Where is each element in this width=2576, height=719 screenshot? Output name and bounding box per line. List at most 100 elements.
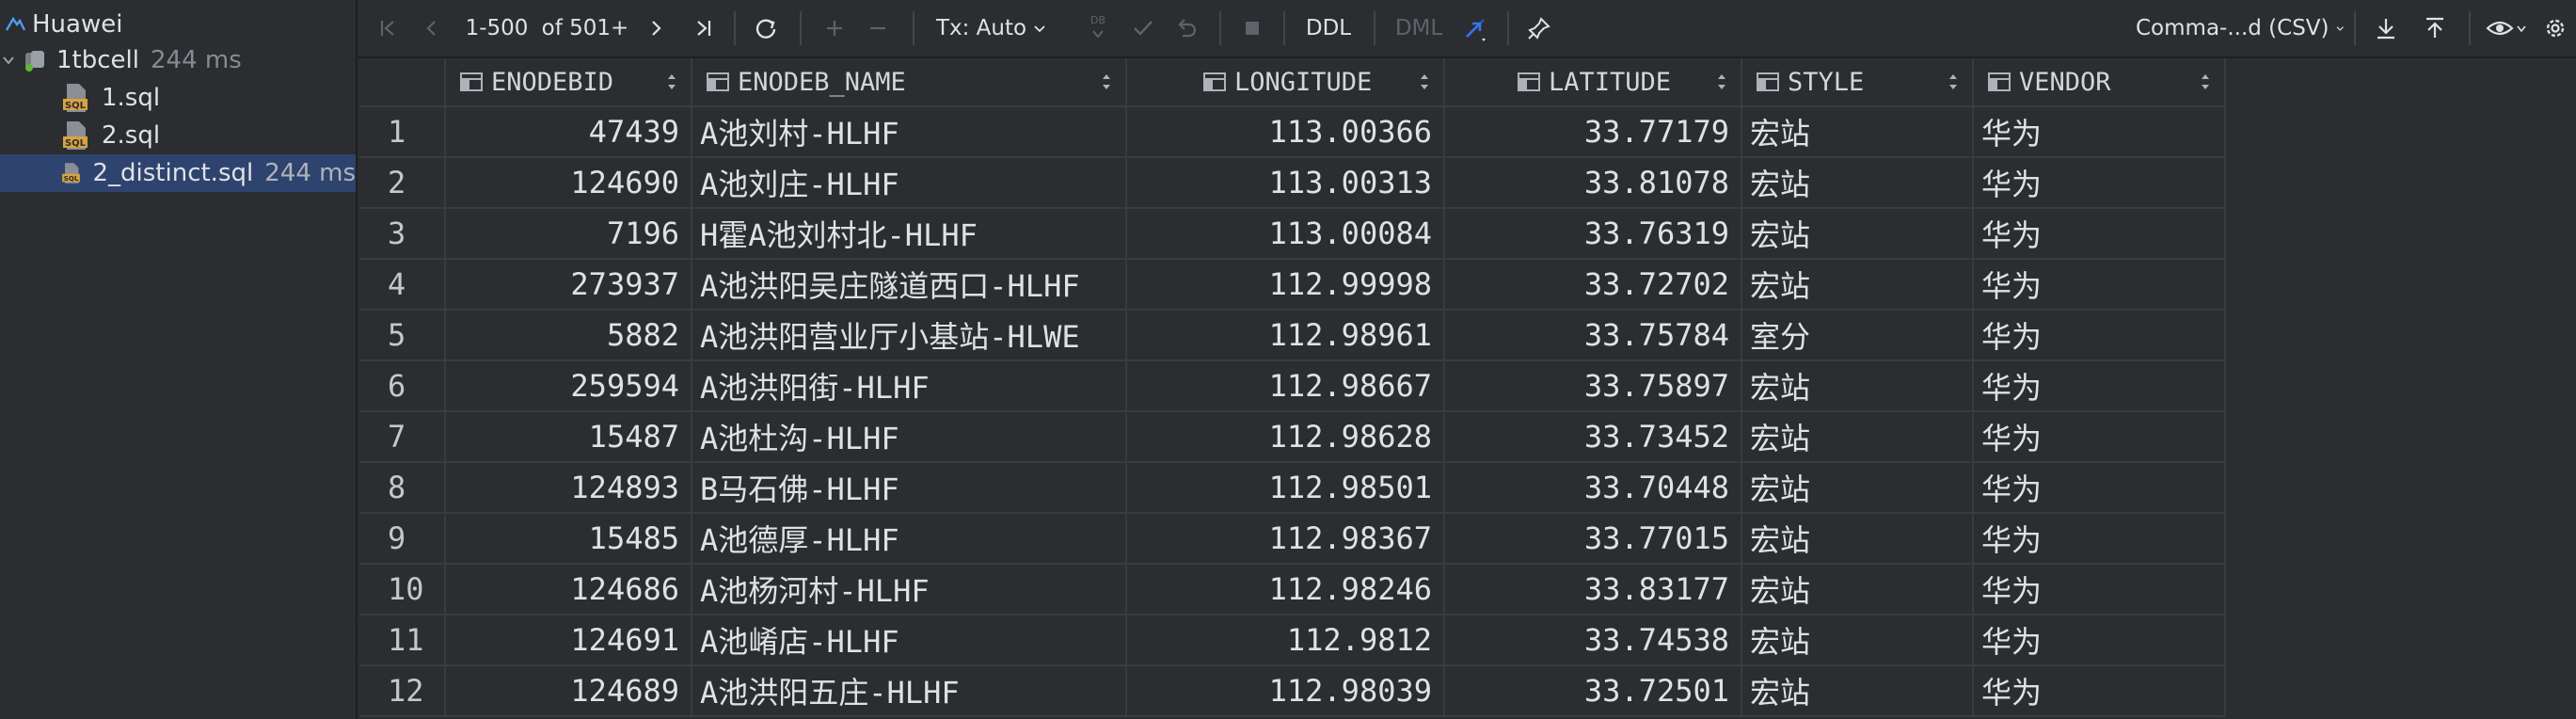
cell-longitude[interactable]: 112.98628 [1127,412,1445,463]
cell-enodebid[interactable]: 259594 [446,361,692,412]
row-number[interactable]: 12 [359,666,446,717]
cell-enodeb-name[interactable]: A池洪阳五庄-HLHF [692,666,1127,717]
cell-style[interactable]: 宏站 [1742,209,1974,260]
row-number[interactable]: 2 [359,158,446,209]
cell-latitude[interactable]: 33.75784 [1445,311,1742,361]
table-row[interactable]: 4 273937 A池洪阳吴庄隧道西口-HLHF 112.99998 33.72… [359,260,2576,311]
column-header-latitude[interactable]: LATITUDE [1445,58,1742,107]
chevron-down-icon[interactable] [0,52,17,69]
cell-longitude[interactable]: 112.9812 [1127,615,1445,666]
column-header-longitude[interactable]: LONGITUDE [1127,58,1445,107]
cell-enodeb-name[interactable]: A池杜沟-HLHF [692,412,1127,463]
cell-enodeb-name[interactable]: A池崤店-HLHF [692,615,1127,666]
column-header-enodebid[interactable]: ENODEBID [446,58,692,107]
cell-enodeb-name[interactable]: A池刘庄-HLHF [692,158,1127,209]
add-row-button[interactable] [819,0,851,56]
cell-enodeb-name[interactable]: A池杨河村-HLHF [692,565,1127,615]
cell-style[interactable]: 宏站 [1742,412,1974,463]
cell-style[interactable]: 宏站 [1742,463,1974,514]
cell-enodeb-name[interactable]: A池洪阳街-HLHF [692,361,1127,412]
ddl-button[interactable]: DDL [1305,16,1352,40]
cell-longitude[interactable]: 113.00084 [1127,209,1445,260]
cell-vendor[interactable]: 华为 [1974,412,2226,463]
table-row[interactable]: 11 124691 A池崤店-HLHF 112.9812 33.74538 宏站… [359,615,2576,666]
row-number[interactable]: 10 [359,565,446,615]
last-page-button[interactable] [687,0,719,56]
pin-tab-button[interactable] [1520,0,1558,56]
next-page-button[interactable] [640,0,672,56]
cell-latitude[interactable]: 33.75897 [1445,361,1742,412]
cell-style[interactable]: 宏站 [1742,361,1974,412]
cell-enodebid[interactable]: 273937 [446,260,692,311]
cell-latitude[interactable]: 33.77015 [1445,514,1742,565]
submit-button[interactable] [1127,0,1159,56]
table-row[interactable]: 5 5882 A池洪阳营业厅小基站-HLWE 112.98961 33.7578… [359,311,2576,361]
cell-enodebid[interactable]: 15487 [446,412,692,463]
cell-enodeb-name[interactable]: A池洪阳营业厅小基站-HLWE [692,311,1127,361]
cell-enodebid[interactable]: 47439 [446,107,692,158]
cell-vendor[interactable]: 华为 [1974,107,2226,158]
sort-icon[interactable] [1716,72,1727,92]
export-format-dropdown[interactable]: Comma-...d (CSV) [2136,0,2345,56]
cell-vendor[interactable]: 华为 [1974,565,2226,615]
table-row[interactable]: 2 124690 A池刘庄-HLHF 113.00313 33.81078 宏站… [359,158,2576,209]
column-header-enodeb-name[interactable]: ENODEB_NAME [692,58,1127,107]
export-data-button[interactable] [2367,0,2405,56]
cell-vendor[interactable]: 华为 [1974,615,2226,666]
table-row[interactable]: 12 124689 A池洪阳五庄-HLHF 112.98039 33.72501… [359,666,2576,717]
cell-enodebid[interactable]: 124690 [446,158,692,209]
cell-latitude[interactable]: 33.74538 [1445,615,1742,666]
cell-latitude[interactable]: 33.73452 [1445,412,1742,463]
cell-enodebid[interactable]: 124686 [446,565,692,615]
tree-file-2[interactable]: SQL 2.sql [60,117,356,154]
sort-icon[interactable] [666,72,677,92]
cell-longitude[interactable]: 113.00313 [1127,158,1445,209]
cell-latitude[interactable]: 33.77179 [1445,107,1742,158]
tree-file-2-distinct[interactable]: SQL 2_distinct.sql 244 ms [0,154,356,192]
cell-vendor[interactable]: 华为 [1974,158,2226,209]
cell-enodebid[interactable]: 5882 [446,311,692,361]
cell-vendor[interactable]: 华为 [1974,311,2226,361]
table-row[interactable]: 7 15487 A池杜沟-HLHF 112.98628 33.73452 宏站 … [359,412,2576,463]
row-number[interactable]: 11 [359,615,446,666]
view-options-button[interactable] [2480,0,2533,56]
row-number[interactable]: 9 [359,514,446,565]
row-number[interactable]: 5 [359,311,446,361]
delete-row-button[interactable] [862,0,894,56]
table-row[interactable]: 6 259594 A池洪阳街-HLHF 112.98667 33.75897 宏… [359,361,2576,412]
cell-latitude[interactable]: 33.83177 [1445,565,1742,615]
import-data-button[interactable] [2416,0,2454,56]
column-header-style[interactable]: STYLE [1742,58,1974,107]
refresh-button[interactable] [747,0,785,56]
table-row[interactable]: 10 124686 A池杨河村-HLHF 112.98246 33.83177 … [359,565,2576,615]
cell-enodebid[interactable]: 124689 [446,666,692,717]
rollback-button[interactable] [1170,0,1202,56]
cell-style[interactable]: 宏站 [1742,565,1974,615]
cell-enodebid[interactable]: 124691 [446,615,692,666]
table-row[interactable]: 3 7196 H霍A池刘村北-HLHF 113.00084 33.76319 宏… [359,209,2576,260]
cell-longitude[interactable]: 113.00366 [1127,107,1445,158]
tree-root-huawei[interactable]: Huawei [4,6,356,43]
cell-latitude[interactable]: 33.81078 [1445,158,1742,209]
cell-style[interactable]: 宏站 [1742,514,1974,565]
sort-icon[interactable] [1948,72,1959,92]
cell-longitude[interactable]: 112.98246 [1127,565,1445,615]
cancel-query-button[interactable] [1236,0,1268,56]
cell-longitude[interactable]: 112.99998 [1127,260,1445,311]
cell-style[interactable]: 宏站 [1742,666,1974,717]
cell-latitude[interactable]: 33.72501 [1445,666,1742,717]
cell-vendor[interactable]: 华为 [1974,514,2226,565]
previous-page-button[interactable] [416,0,448,56]
cell-vendor[interactable]: 华为 [1974,666,2226,717]
table-row[interactable]: 9 15485 A池德厚-HLHF 112.98367 33.77015 宏站 … [359,514,2576,565]
row-number[interactable]: 6 [359,361,446,412]
row-number[interactable]: 1 [359,107,446,158]
cell-enodeb-name[interactable]: H霍A池刘村北-HLHF [692,209,1127,260]
cell-longitude[interactable]: 112.98667 [1127,361,1445,412]
cell-enodebid[interactable]: 15485 [446,514,692,565]
row-number[interactable]: 3 [359,209,446,260]
cell-vendor[interactable]: 华为 [1974,260,2226,311]
row-number[interactable]: 7 [359,412,446,463]
page-total[interactable]: of 501+ [541,16,629,40]
tx-mode-dropdown[interactable]: Tx: Auto [935,0,1048,56]
